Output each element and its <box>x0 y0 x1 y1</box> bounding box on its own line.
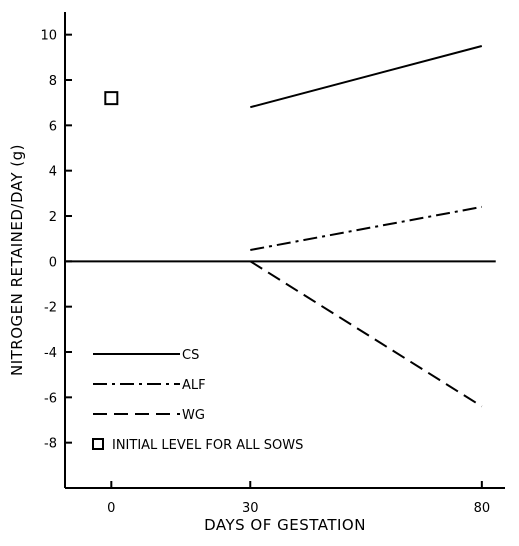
legend-label-cs: CS <box>182 348 199 363</box>
legend-label-wg: WG <box>182 408 205 423</box>
x-axis-title: DAYS OF GESTATION <box>204 516 366 534</box>
ticks: 10 8 6 4 2 0 -2 -4 -6 -8 0 30 80 <box>40 29 490 516</box>
series-line-alf <box>250 205 482 251</box>
legend-swatch-initial-level <box>92 438 104 450</box>
y-tick-label: -2 <box>44 301 57 316</box>
y-tick-label: -6 <box>44 391 57 406</box>
y-tick-label: 0 <box>49 255 57 270</box>
y-tick-label: 6 <box>49 119 57 134</box>
y-axis-title: NITROGEN RETAINED/DAY (g) <box>8 144 26 376</box>
x-tick-label: 80 <box>474 501 491 516</box>
legend-label-alf: ALF <box>182 378 206 393</box>
marker-layer <box>104 91 119 106</box>
y-tick-label: -8 <box>44 437 57 452</box>
y-tick-label: 4 <box>49 165 57 180</box>
series-layer <box>65 45 496 408</box>
y-tick-label: 10 <box>40 29 57 44</box>
x-tick-label: 30 <box>242 501 259 516</box>
legend: CS ALF WG INITIAL LEVEL FOR ALL SOWS <box>92 348 303 453</box>
axes <box>64 12 505 489</box>
y-tick-label: -4 <box>44 346 57 361</box>
series-line-cs <box>250 45 483 109</box>
x-tick-label: 0 <box>107 501 115 516</box>
y-tick-label: 2 <box>49 210 57 225</box>
initial-level-marker <box>104 91 119 106</box>
series-line-wg <box>249 260 483 408</box>
y-tick-label: 8 <box>49 74 57 89</box>
legend-label-initial-level: INITIAL LEVEL FOR ALL SOWS <box>112 438 303 453</box>
